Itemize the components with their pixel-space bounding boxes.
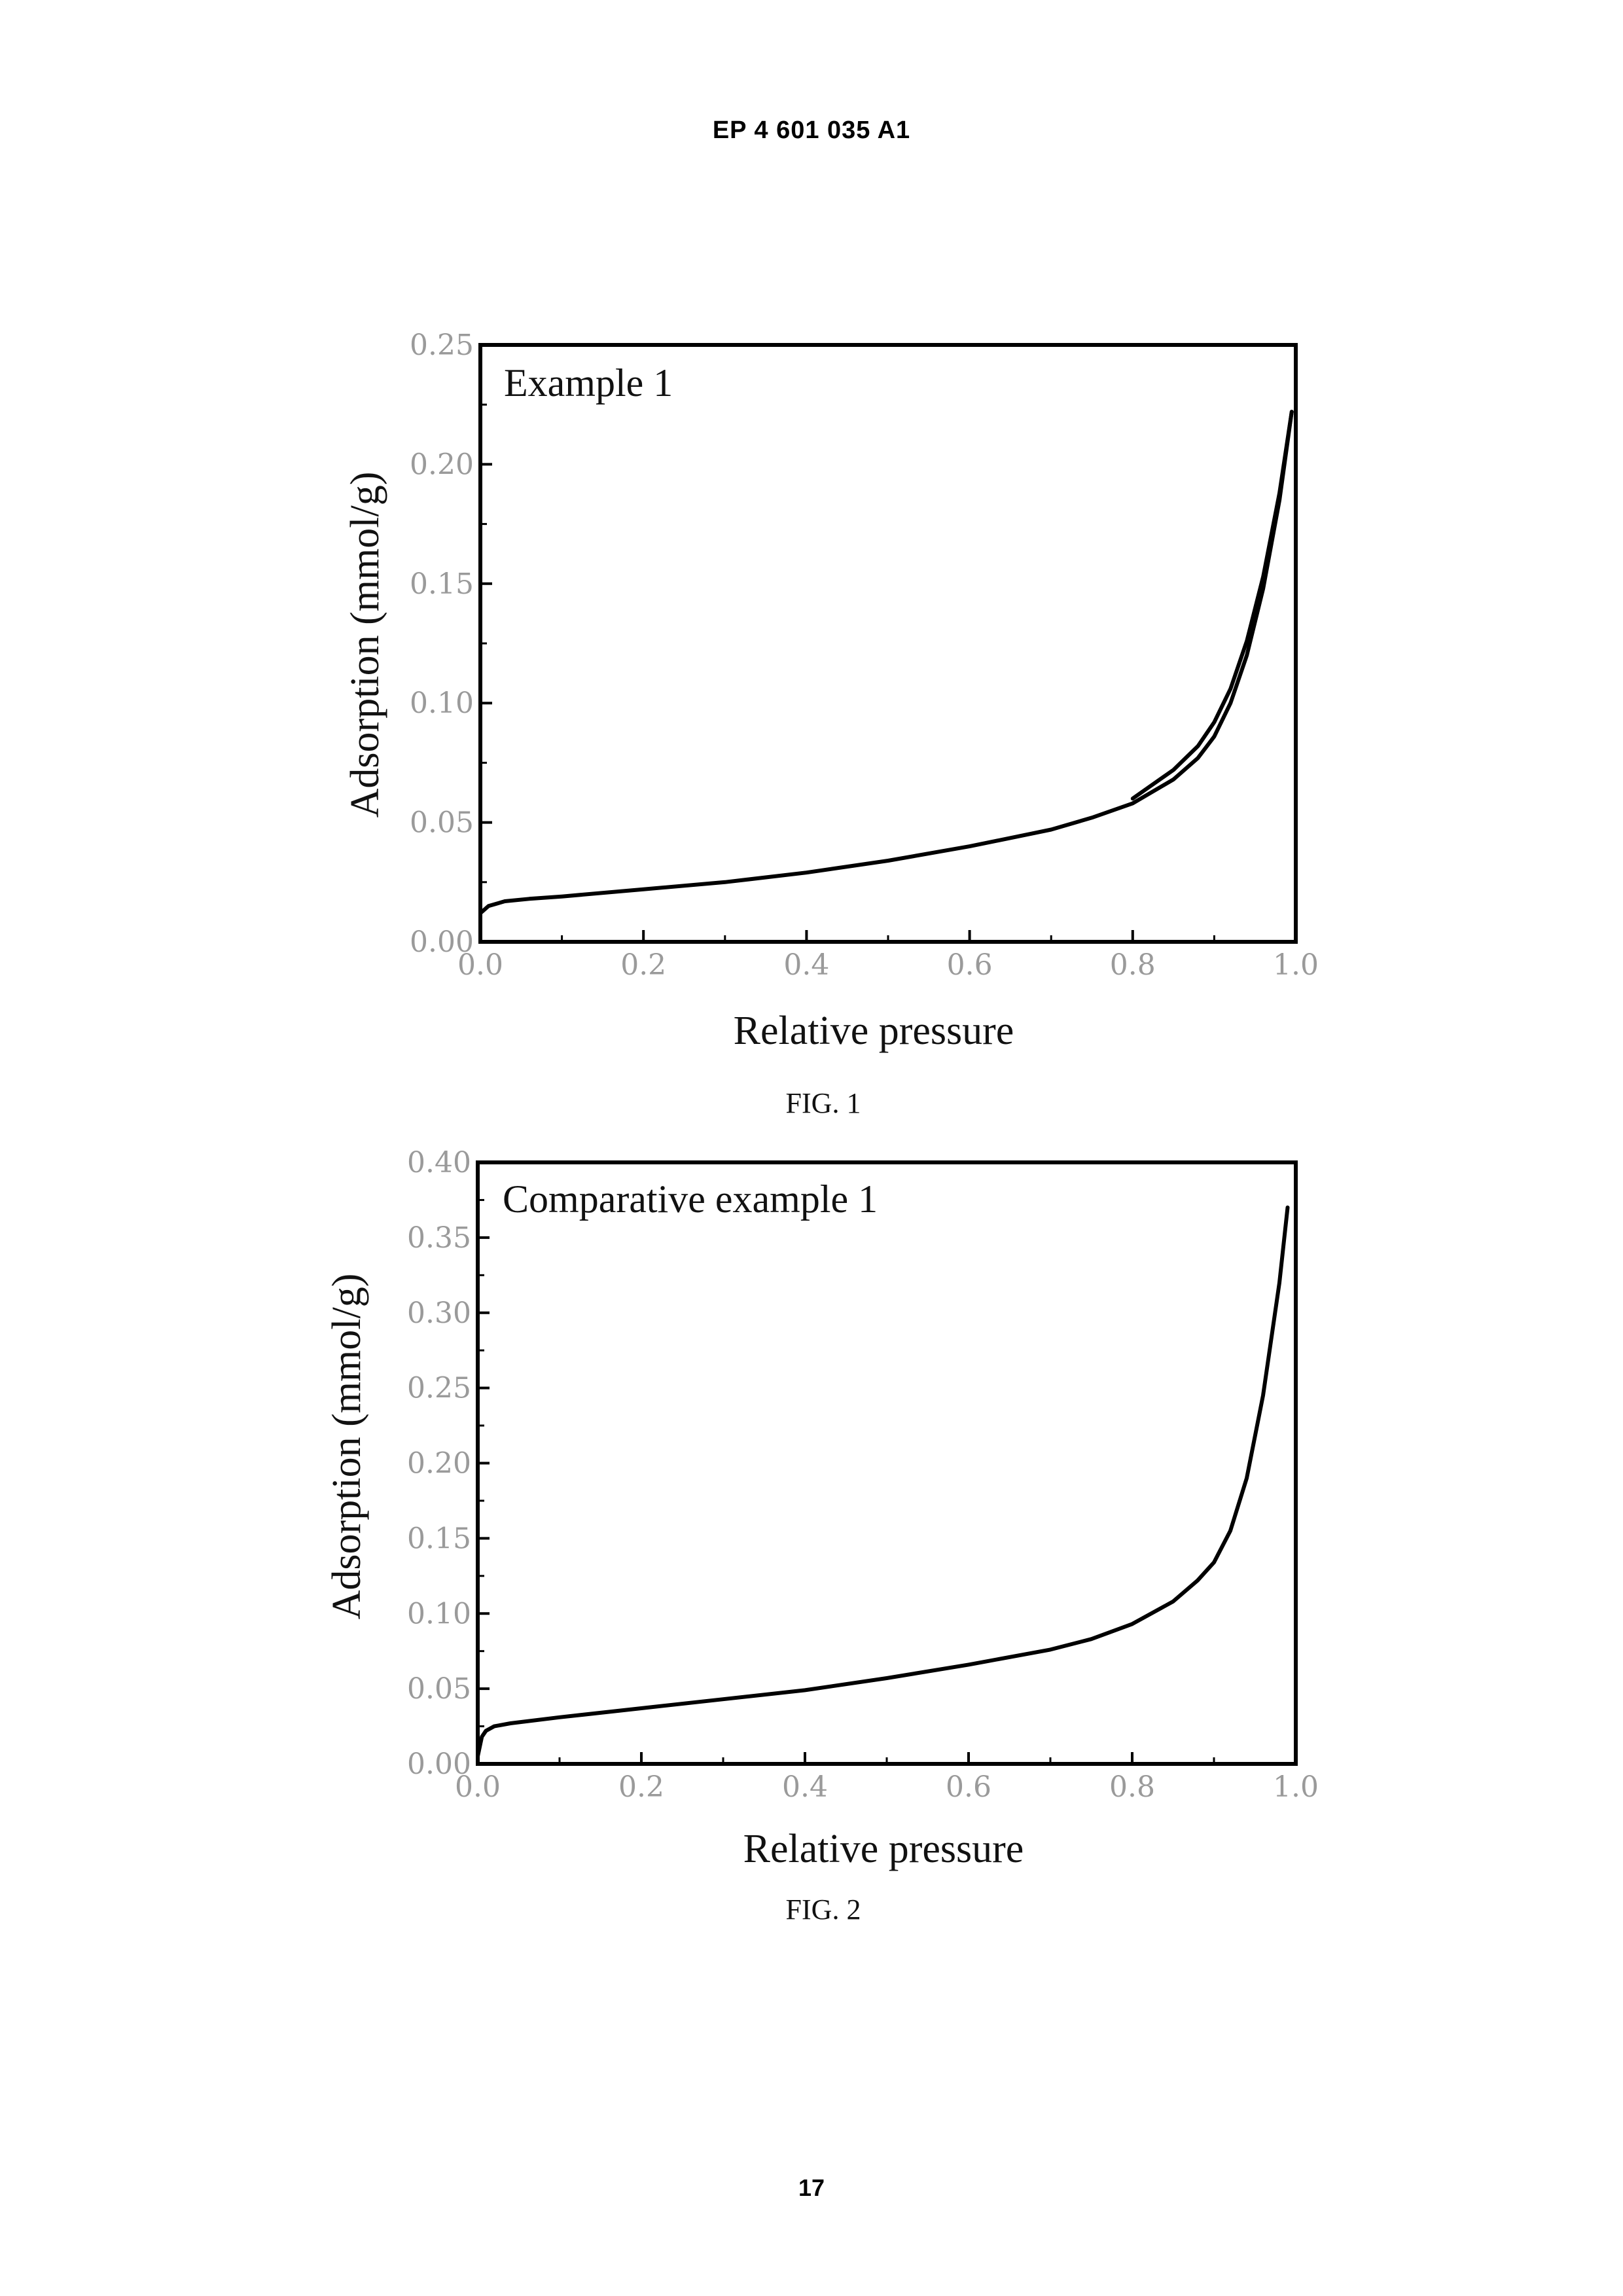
- figure-1-y-tick-label: 0.20: [410, 448, 474, 481]
- figure-1-panel-label: Example 1: [504, 361, 673, 404]
- figure-2-x-axis-label: Relative pressure: [743, 1827, 1024, 1871]
- figure-1-chart: 0.00.20.40.60.81.00.000.050.100.150.200.…: [0, 314, 1623, 1132]
- figure-1-x-tick-label: 1.0: [1273, 948, 1319, 982]
- figure-2-panel-label: Comparative example 1: [503, 1177, 878, 1221]
- figure-2-y-axis-label: Adsorption (mmol/g): [325, 1274, 369, 1620]
- figure-1-y-tick-label: 0.10: [410, 687, 474, 720]
- figure-2-tick-labels: 0.00.20.40.60.81.00.000.050.100.150.200.…: [407, 1146, 1319, 1804]
- figure-1-series: [480, 412, 1292, 913]
- figure-2-y-tick-label: 0.15: [407, 1522, 471, 1555]
- figure-1-x-tick-label: 0.4: [783, 948, 829, 982]
- figure-2-y-tick-label: 0.25: [407, 1372, 471, 1405]
- document-number: EP 4 601 035 A1: [0, 117, 1623, 145]
- figure-2-y-tick-label: 0.35: [407, 1221, 471, 1255]
- figure-2-y-tick-label: 0.05: [407, 1672, 471, 1706]
- figure-1-y-tick-label: 0.25: [410, 329, 474, 362]
- figure-2-series: [478, 1208, 1288, 1757]
- figure-1-x-tick-label: 0.8: [1110, 948, 1156, 982]
- figure-2-caption: FIG. 2: [786, 1893, 861, 1926]
- figure-2-x-tick-label: 1.0: [1273, 1770, 1319, 1804]
- figure-2-chart: 0.00.20.40.60.81.00.000.050.100.150.200.…: [0, 1132, 1623, 1957]
- figure-1-tick-labels: 0.00.20.40.60.81.00.000.050.100.150.200.…: [410, 329, 1319, 982]
- figure-1-y-axis-label: Adsorption (mmol/g): [343, 472, 387, 818]
- figure-1-x-tick-label: 0.6: [947, 948, 993, 982]
- figure-1-x-axis-label: Relative pressure: [734, 1009, 1014, 1053]
- figure-2-y-tick-label: 0.00: [407, 1748, 471, 1781]
- figure-1-caption: FIG. 1: [786, 1087, 861, 1119]
- figure-1-x-tick-label: 0.2: [620, 948, 666, 982]
- figure-2-x-tick-label: 0.6: [946, 1770, 991, 1804]
- page-number: 17: [0, 2174, 1623, 2202]
- figure-1-y-tick-label: 0.00: [410, 925, 474, 959]
- figure-1-ticks: [480, 345, 1296, 942]
- figure-1-y-tick-label: 0.15: [410, 567, 474, 601]
- figure-1-series-line-1: [480, 412, 1292, 913]
- figure-2-x-tick-label: 0.4: [782, 1770, 828, 1804]
- figure-2-ticks: [478, 1162, 1296, 1764]
- figure-1-plot-frame: [480, 345, 1296, 942]
- figure-2-series-line-1: [478, 1208, 1288, 1757]
- figure-2-x-tick-label: 0.2: [618, 1770, 664, 1804]
- figure-2-y-tick-label: 0.20: [407, 1447, 471, 1480]
- figure-1-y-tick-label: 0.05: [410, 806, 474, 840]
- figure-2-plot-frame: [478, 1162, 1296, 1764]
- figure-2-y-tick-label: 0.40: [407, 1146, 471, 1179]
- figure-2-x-tick-label: 0.8: [1109, 1770, 1155, 1804]
- figure-2-y-tick-label: 0.30: [407, 1297, 471, 1330]
- figure-2-y-tick-label: 0.10: [407, 1597, 471, 1630]
